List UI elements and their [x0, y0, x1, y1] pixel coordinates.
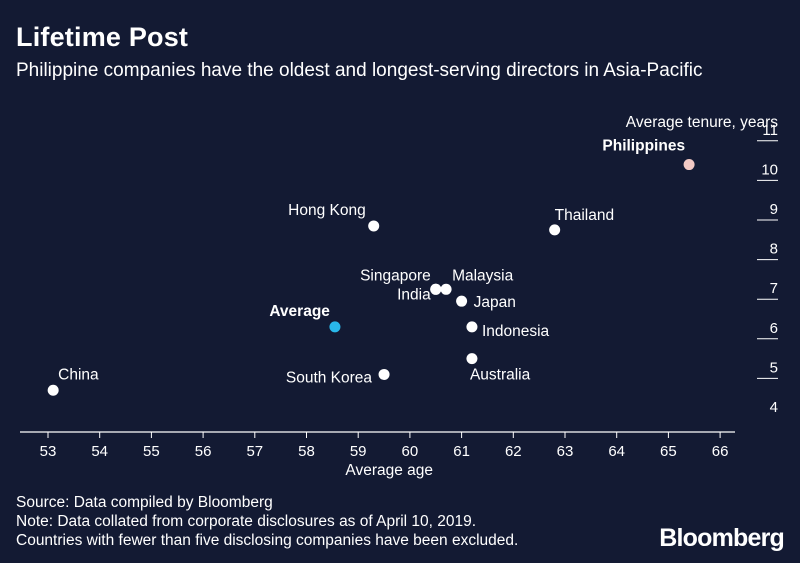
x-tick-label: 60	[402, 443, 419, 460]
point-label-india: India	[397, 286, 431, 303]
chart-subtitle: Philippine companies have the oldest and…	[16, 60, 703, 81]
axes: 53 54 55 56 57 58 59 60 61 62 63 64 65 664567891011Av…	[20, 114, 778, 479]
y-axis-title: Average tenure, years	[626, 114, 778, 131]
source-note: Source: Data compiled by Bloomberg	[16, 494, 273, 511]
point-label-hong-kong: Hong Kong	[288, 202, 366, 219]
y-tick-label: 11	[762, 122, 778, 139]
point-labels: Philippines Hong Kong Thailand Singapore Mal…	[58, 138, 685, 387]
y-tick-label: 7	[770, 280, 778, 297]
point-india	[430, 283, 442, 295]
point-label-australia: Australia	[470, 367, 531, 384]
point-label-china: China	[58, 366, 99, 383]
point-label-thailand: Thailand	[555, 207, 614, 224]
chart-title: Lifetime Post	[16, 22, 189, 52]
y-tick-label: 9	[770, 201, 778, 218]
x-tick-label: 54	[91, 443, 108, 460]
point-label-singapore: Singapore	[360, 267, 431, 284]
x-tick-label: 66	[712, 443, 729, 460]
point-label-south-korea: South Korea	[286, 369, 373, 386]
x-tick-label: 64	[608, 443, 625, 460]
bloomberg-logo: Bloomberg	[659, 524, 785, 552]
x-tick-label: 63	[557, 443, 574, 460]
note-line-2: Countries with fewer than five disclosin…	[16, 532, 519, 549]
x-tick-label: 62	[505, 443, 522, 460]
data-points	[47, 159, 695, 396]
x-tick-label: 58	[298, 443, 315, 460]
x-axis-title: Average age	[345, 462, 433, 479]
y-tick-label: 4	[770, 399, 778, 416]
note-line-1: Note: Data collated from corporate discl…	[16, 513, 477, 530]
point-label-indonesia: Indonesia	[482, 323, 550, 340]
point-australia	[466, 353, 478, 365]
y-tick-label: 6	[770, 320, 778, 337]
x-tick-label: 55	[143, 443, 160, 460]
x-tick-label: 53	[40, 443, 57, 460]
x-tick-label: 56	[195, 443, 212, 460]
y-tick-label: 10	[761, 161, 778, 178]
chart-footer: Source: Data compiled by Bloomberg Note:…	[16, 493, 518, 550]
point-japan	[456, 295, 468, 307]
point-label-average: Average	[269, 303, 330, 320]
point-south-korea	[378, 368, 390, 380]
y-tick-label: 5	[770, 359, 778, 376]
point-china	[47, 384, 59, 396]
point-hong-kong	[368, 220, 380, 232]
y-tick-label: 8	[770, 241, 778, 258]
point-malaysia	[440, 283, 452, 295]
x-tick-label: 61	[453, 443, 470, 460]
point-label-malaysia: Malaysia	[452, 267, 514, 284]
point-thailand	[549, 224, 561, 236]
point-philippines	[683, 159, 695, 171]
point-label-philippines: Philippines	[602, 138, 685, 155]
point-label-japan: Japan	[474, 294, 516, 311]
point-indonesia	[466, 321, 478, 333]
x-tick-label: 59	[350, 443, 367, 460]
x-tick-label: 65	[660, 443, 677, 460]
x-tick-label: 57	[246, 443, 263, 460]
point-average	[329, 321, 341, 333]
